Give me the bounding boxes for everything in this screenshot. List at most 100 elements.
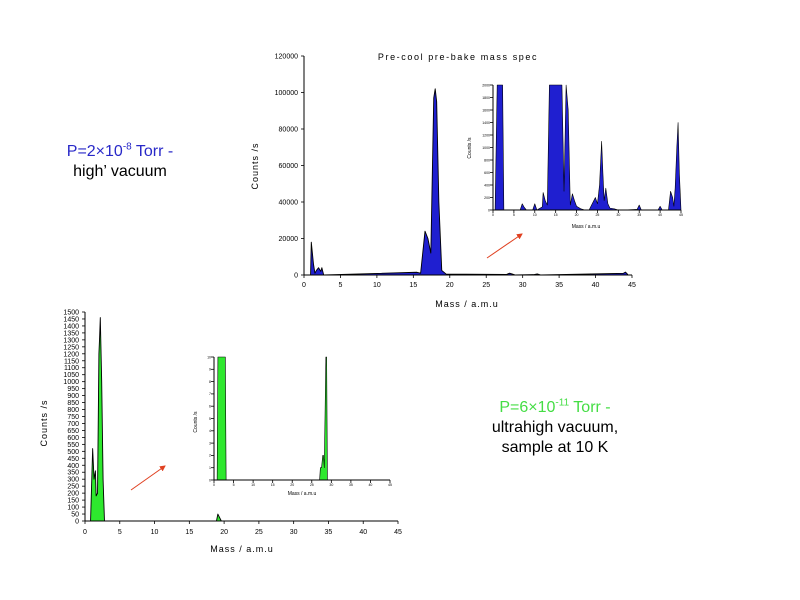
y-axis-label: Counts /s xyxy=(467,137,473,159)
y-tick-label: 950 xyxy=(67,386,79,393)
sample-temperature-label: sample at 10 K xyxy=(501,439,609,456)
x-tick-label: 20 xyxy=(446,282,454,289)
y-tick-label: 1300 xyxy=(63,337,79,344)
pressure-line: P=6×10-11 Torr - xyxy=(465,398,645,418)
x-tick-label: 25 xyxy=(310,483,314,487)
y-tick-label: 1100 xyxy=(64,365,79,372)
x-tick-label: 0 xyxy=(213,483,215,487)
y-tick-label: 20000 xyxy=(279,236,299,243)
x-tick-label: 20 xyxy=(575,213,579,217)
x-tick-label: 45 xyxy=(679,213,683,217)
x-tick-label: 30 xyxy=(329,483,333,487)
y-tick-label: 5 xyxy=(209,417,211,421)
y-tick-label: 800 xyxy=(484,158,490,162)
y-tick-label: 800 xyxy=(67,407,79,414)
inset-arrow-top xyxy=(486,233,523,259)
x-tick-label: 0 xyxy=(302,282,306,289)
x-tick-label: 15 xyxy=(185,529,193,536)
spectrum-area xyxy=(494,84,682,211)
x-axis-label: Mass / a.m.u xyxy=(435,299,499,309)
y-tick-label: 100000 xyxy=(275,90,298,97)
y-tick-label: 1000 xyxy=(482,146,490,150)
x-tick-label: 35 xyxy=(555,282,563,289)
x-tick-label: 15 xyxy=(409,282,417,289)
spectrum-area xyxy=(90,317,222,522)
y-tick-label: 450 xyxy=(67,456,79,463)
y-tick-label: 60000 xyxy=(279,163,299,170)
pressure-suffix: Torr - xyxy=(569,399,611,416)
plot-layer: 0 5 10 15 20 25 30 35 40 45 0 200 400 600 800 1000 1200 1… xyxy=(482,83,683,217)
y-tick-label: 700 xyxy=(67,421,79,428)
x-tick-label: 0 xyxy=(83,529,87,536)
chart-bottom-main: 0 5 10 15 20 25 30 35 40 450501001502002503003504… xyxy=(39,310,402,555)
y-tick-label: 0 xyxy=(294,273,298,280)
y-tick-label: 600 xyxy=(67,435,79,442)
annotation-bottom: P=6×10-11 Torr - ultrahigh vacuum, sampl… xyxy=(465,398,645,458)
y-tick-label: 100 xyxy=(67,505,79,512)
x-tick-label: 5 xyxy=(338,282,342,289)
inset-arrow-bottom xyxy=(130,465,166,491)
y-tick-label: 1150 xyxy=(64,358,79,365)
x-axis-label: Mass / a.m.u xyxy=(288,491,317,497)
x-tick-label: 25 xyxy=(482,282,490,289)
y-tick-label: 600 xyxy=(484,171,490,175)
y-tick-label: 6 xyxy=(209,405,211,409)
annotation-top: P=2×10-8 Torr - high’ vacuum xyxy=(40,142,200,182)
y-tick-label: 150 xyxy=(67,498,79,505)
y-tick-label: 1450 xyxy=(63,316,79,323)
y-tick-label: 0 xyxy=(488,208,490,212)
y-tick-label: 7 xyxy=(209,392,211,396)
y-tick-label: 1400 xyxy=(482,121,490,125)
y-tick-label: 500 xyxy=(67,449,79,456)
y-tick-label: 200 xyxy=(67,491,79,498)
x-tick-label: 40 xyxy=(592,282,600,289)
x-tick-label: 40 xyxy=(359,529,367,536)
y-tick-label: 3 xyxy=(209,441,211,445)
y-tick-label: 2 xyxy=(209,454,211,458)
y-tick-label: 2000 xyxy=(482,83,490,87)
x-tick-label: 30 xyxy=(616,213,620,217)
x-tick-label: 10 xyxy=(533,213,537,217)
x-tick-label: 40 xyxy=(658,213,662,217)
pressure-exponent: -11 xyxy=(555,397,570,409)
y-tick-label: 750 xyxy=(67,414,79,421)
y-tick-label: 1200 xyxy=(63,351,79,358)
y-axis-label: Counts /s xyxy=(39,399,49,446)
x-tick-label: 30 xyxy=(519,282,527,289)
x-tick-label: 45 xyxy=(388,483,392,487)
y-tick-label: 1500 xyxy=(63,310,79,317)
y-axis-label: Counts /s xyxy=(250,142,260,189)
y-tick-label: 400 xyxy=(67,463,79,470)
chart-top-inset: 0 5 10 15 20 25 30 35 40 45 0 200 400 600 800 1000 1200 1… xyxy=(467,83,683,230)
y-tick-label: 8 xyxy=(209,380,211,384)
x-axis-label: Mass / a.m.u xyxy=(572,224,601,230)
y-tick-label: 50 xyxy=(71,512,79,519)
y-tick-label: 1200 xyxy=(482,133,490,137)
x-tick-label: 15 xyxy=(554,213,558,217)
y-tick-label: 1250 xyxy=(63,344,79,351)
y-tick-label: 1400 xyxy=(63,323,79,330)
y-tick-label: 900 xyxy=(67,393,79,400)
chart-top-main: Pre-cool pre-bake mass spec 0 5 10 15 20 25 30… xyxy=(250,52,636,309)
y-tick-label: 200 xyxy=(484,196,490,200)
plot-layer: 0 5 10 15 20 25 30 35 40 450501001502002503003504… xyxy=(63,310,402,537)
x-tick-label: 35 xyxy=(637,213,641,217)
x-tick-label: 10 xyxy=(151,529,159,536)
x-tick-label: 30 xyxy=(290,529,298,536)
x-tick-label: 10 xyxy=(251,483,255,487)
x-tick-label: 10 xyxy=(373,282,381,289)
x-tick-label: 20 xyxy=(290,483,294,487)
y-tick-label: 350 xyxy=(67,470,79,477)
x-tick-label: 35 xyxy=(325,529,333,536)
pressure-line: P=2×10-8 Torr - xyxy=(40,142,200,162)
y-tick-label: 10 xyxy=(207,355,211,359)
x-tick-label: 20 xyxy=(220,529,228,536)
y-tick-label: 850 xyxy=(67,400,79,407)
chart-title: Pre-cool pre-bake mass spec xyxy=(378,52,538,62)
spectrum-area xyxy=(216,356,328,481)
y-tick-label: 9 xyxy=(209,368,211,372)
y-tick-label: 1350 xyxy=(63,330,79,337)
spectrum-area xyxy=(310,88,629,276)
x-tick-label: 25 xyxy=(255,529,263,536)
